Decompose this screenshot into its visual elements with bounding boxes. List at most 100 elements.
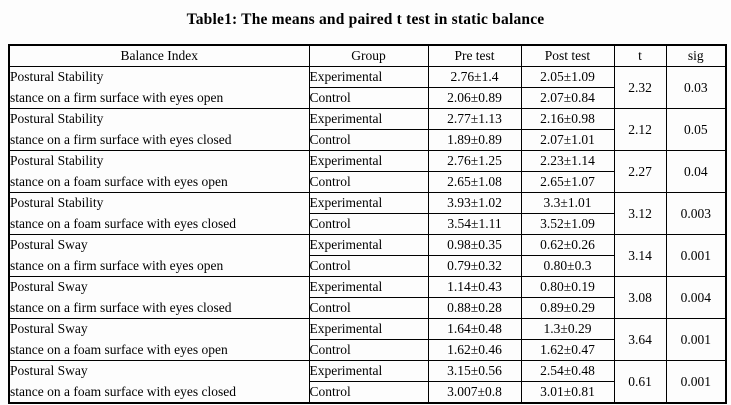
post-test-cell: 2.65±1.07	[520, 171, 615, 193]
pre-test-cell: 0.88±0.28	[427, 297, 522, 319]
statistics-table: Balance Index Group Pre test Post test t…	[8, 44, 727, 404]
post-test-cell: 0.89±0.29	[520, 297, 615, 319]
group-cell: Control	[308, 381, 429, 404]
balance-index-desc: stance on a foam surface with eyes open	[10, 341, 228, 357]
table-row: Control 1.89±0.89 2.07±1.01	[9, 129, 726, 151]
balance-index-desc: stance on a foam surface with eyes close…	[10, 383, 237, 399]
post-test-cell: 2.54±0.48	[520, 360, 615, 382]
post-test-cell: 3.01±0.81	[520, 381, 615, 404]
pre-test-cell: 3.15±0.56	[427, 360, 522, 382]
balance-index-desc: stance on a foam surface with eyes close…	[10, 215, 237, 231]
t-value-cell: 3.12	[613, 192, 667, 235]
sig-value-cell: 0.003	[665, 192, 727, 235]
t-value-cell: 3.64	[613, 318, 667, 361]
pre-test-cell: 2.76±1.25	[427, 150, 522, 172]
pre-test-cell: 2.77±1.13	[427, 108, 522, 130]
post-test-cell: 2.23±1.14	[520, 150, 615, 172]
pre-test-cell: 0.79±0.32	[427, 255, 522, 277]
table-row: Postural Sway stance on a foam surface w…	[8, 318, 727, 361]
group-cell: Experimental	[308, 66, 429, 88]
table-row: Control 1.62±0.46 1.62±0.47	[9, 339, 726, 361]
col-header-pre-test: Pre test	[427, 44, 522, 67]
group-cell: Control	[308, 339, 429, 361]
group-cell: Experimental	[308, 318, 429, 340]
table-row: Control 0.88±0.28 0.89±0.29	[9, 297, 726, 319]
col-header-t: t	[613, 44, 667, 67]
table-row: Postural Stability stance on a firm surf…	[8, 108, 727, 151]
post-test-cell: 0.80±0.3	[520, 255, 615, 277]
sig-value-cell: 0.04	[665, 150, 727, 193]
balance-index-name: Postural Sway	[10, 237, 88, 252]
table-row: Postural Stability stance on a firm surf…	[8, 66, 727, 109]
group-cell: Experimental	[308, 150, 429, 172]
table-row: Control 0.79±0.32 0.80±0.3	[9, 255, 726, 277]
balance-index-cell: Postural Sway stance on a foam surface w…	[8, 360, 310, 404]
sig-value-cell: 0.001	[665, 318, 727, 361]
post-test-cell: 2.07±0.84	[520, 87, 615, 109]
col-header-balance-index: Balance Index	[8, 44, 310, 67]
balance-index-cell: Postural Stability stance on a foam surf…	[8, 150, 310, 193]
table-row: Control 3.54±1.11 3.52±1.09	[9, 213, 726, 235]
sig-value-cell: 0.001	[665, 360, 727, 404]
table-row: Postural Sway stance on a firm surface w…	[8, 276, 727, 319]
group-cell: Experimental	[308, 192, 429, 214]
pre-test-cell: 3.007±0.8	[427, 381, 522, 404]
sig-value-cell: 0.03	[665, 66, 727, 109]
post-test-cell: 1.3±0.29	[520, 318, 615, 340]
balance-index-cell: Postural Sway stance on a foam surface w…	[8, 318, 310, 361]
balance-index-name: Postural Sway	[10, 321, 88, 336]
group-cell: Control	[308, 171, 429, 193]
balance-index-desc: stance on a firm surface with eyes close…	[10, 299, 232, 315]
table-title: Table1: The means and paired t test in s…	[186, 11, 545, 28]
balance-index-name: Postural Sway	[10, 363, 88, 378]
balance-index-desc: stance on a firm surface with eyes close…	[10, 131, 232, 147]
balance-index-desc: stance on a foam surface with eyes open	[10, 173, 228, 189]
table-row: Postural Stability stance on a foam surf…	[8, 150, 727, 193]
pre-test-cell: 2.65±1.08	[427, 171, 522, 193]
post-test-cell: 1.62±0.47	[520, 339, 615, 361]
pre-test-cell: 1.62±0.46	[427, 339, 522, 361]
col-header-post-test: Post test	[520, 44, 615, 67]
group-cell: Experimental	[308, 108, 429, 130]
pre-test-cell: 1.64±0.48	[427, 318, 522, 340]
group-cell: Experimental	[308, 234, 429, 256]
balance-index-name: Postural Stability	[10, 111, 104, 126]
group-cell: Control	[308, 255, 429, 277]
table-row: Postural Sway stance on a foam surface w…	[8, 360, 727, 404]
t-value-cell: 3.08	[613, 276, 667, 319]
t-value-cell: 3.14	[613, 234, 667, 277]
t-value-cell: 0.61	[613, 360, 667, 404]
sig-value-cell: 0.001	[665, 234, 727, 277]
t-value-cell: 2.27	[613, 150, 667, 193]
t-value-cell: 2.32	[613, 66, 667, 109]
pre-test-cell: 2.06±0.89	[427, 87, 522, 109]
sig-value-cell: 0.004	[665, 276, 727, 319]
post-test-cell: 0.62±0.26	[520, 234, 615, 256]
group-cell: Control	[308, 129, 429, 151]
sig-value-cell: 0.05	[665, 108, 727, 151]
pre-test-cell: 0.98±0.35	[427, 234, 522, 256]
balance-index-cell: Postural Stability stance on a firm surf…	[8, 66, 310, 109]
balance-index-cell: Postural Sway stance on a firm surface w…	[8, 234, 310, 277]
pre-test-cell: 3.54±1.11	[427, 213, 522, 235]
pre-test-cell: 1.14±0.43	[427, 276, 522, 298]
group-cell: Control	[308, 87, 429, 109]
post-test-cell: 3.3±1.01	[520, 192, 615, 214]
balance-index-cell: Postural Stability stance on a foam surf…	[8, 192, 310, 235]
group-cell: Experimental	[308, 360, 429, 382]
table-row: Postural Sway stance on a firm surface w…	[8, 234, 727, 277]
post-test-cell: 0.80±0.19	[520, 276, 615, 298]
balance-index-cell: Postural Stability stance on a firm surf…	[8, 108, 310, 151]
pre-test-cell: 1.89±0.89	[427, 129, 522, 151]
group-cell: Experimental	[308, 276, 429, 298]
post-test-cell: 2.05±1.09	[520, 66, 615, 88]
group-cell: Control	[308, 213, 429, 235]
table-row: Postural Stability stance on a foam surf…	[8, 192, 727, 235]
post-test-cell: 2.16±0.98	[520, 108, 615, 130]
group-cell: Control	[308, 297, 429, 319]
t-value-cell: 2.12	[613, 108, 667, 151]
header-row: Balance Index Group Pre test Post test t…	[8, 44, 727, 67]
table-row: Control 3.007±0.8 3.01±0.81	[9, 381, 726, 404]
balance-index-name: Postural Stability	[10, 69, 104, 84]
